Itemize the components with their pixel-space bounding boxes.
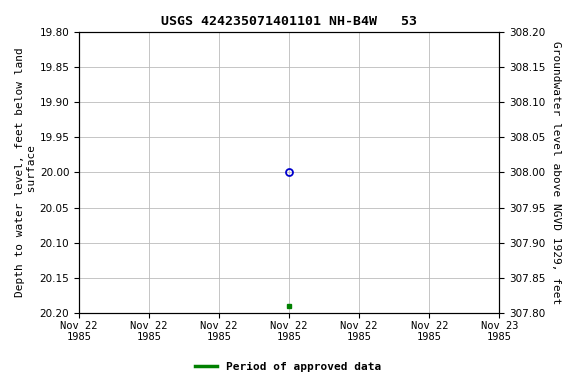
Legend: Period of approved data: Period of approved data [191,358,385,377]
Y-axis label: Groundwater level above NGVD 1929, feet: Groundwater level above NGVD 1929, feet [551,41,561,304]
Y-axis label: Depth to water level, feet below land
 surface: Depth to water level, feet below land su… [15,48,37,297]
Title: USGS 424235071401101 NH-B4W   53: USGS 424235071401101 NH-B4W 53 [161,15,417,28]
